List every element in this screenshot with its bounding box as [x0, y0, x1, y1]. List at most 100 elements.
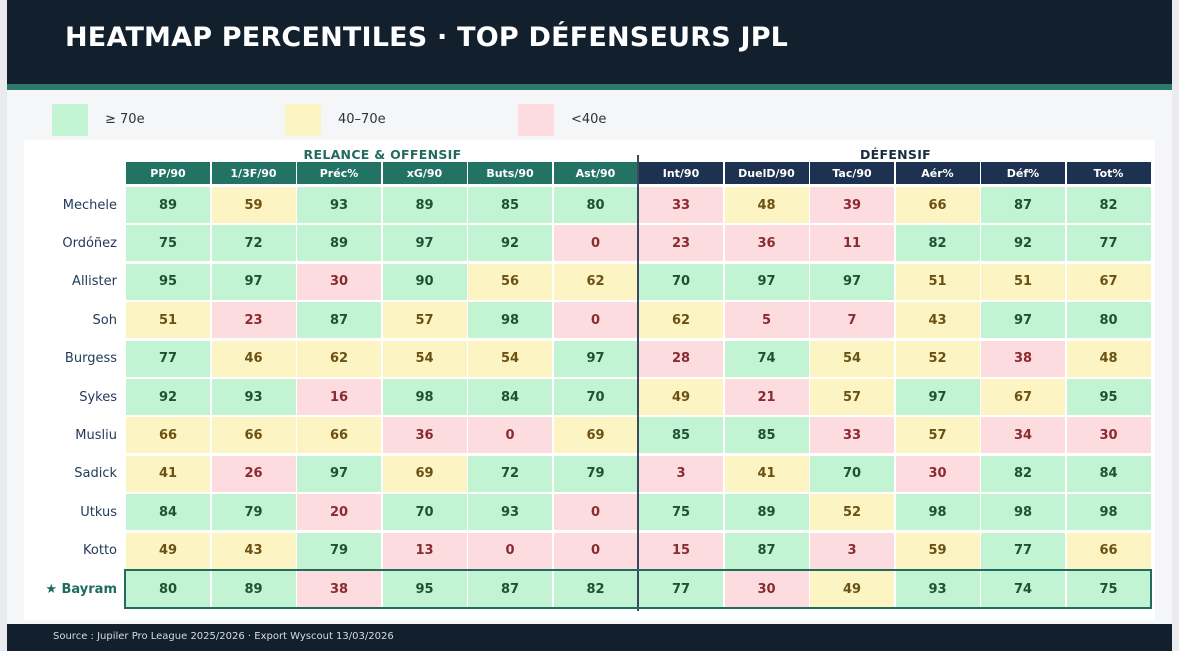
legend-label-mid: 40–70e: [338, 112, 386, 127]
row-label-bayram: ★ Bayram: [45, 581, 117, 597]
heatmap-cell: 92: [981, 225, 1065, 262]
legend: ≥ 70e 40–70e <40e: [7, 100, 1172, 140]
heatmap-cell: 62: [297, 340, 381, 377]
legend-label-low: <40e: [571, 112, 607, 127]
column-header-xg-90: xG/90: [382, 162, 467, 184]
heatmap-cell: 49: [810, 571, 894, 607]
heatmap-cell: 15: [639, 532, 723, 569]
heatmap-cell: 80: [126, 571, 210, 607]
heatmap-cell: 30: [297, 263, 381, 300]
row-label-mechele: Mechele: [62, 197, 117, 213]
heatmap-grid: RELANCE & OFFENSIF DÉFENSIF PP/90 1/3F/90 Pr…: [24, 140, 1155, 620]
heatmap-cell: 36: [724, 225, 809, 262]
heatmap-cell: 97: [297, 455, 381, 492]
heatmap-cell: 87: [724, 532, 809, 569]
row-label-burgess: Burgess: [64, 351, 117, 367]
heatmap-cell: 54: [382, 340, 467, 377]
heatmap-cell: 95: [126, 263, 210, 300]
heatmap-cell: 38: [297, 571, 381, 607]
heatmap-cell: 62: [639, 302, 723, 339]
heatmap-cell: 87: [297, 302, 381, 339]
heatmap-cell: 0: [553, 494, 638, 531]
heatmap-cell: 89: [211, 571, 296, 607]
heatmap-cell: 66: [297, 417, 381, 454]
heatmap-cell: 41: [126, 455, 210, 492]
heatmap-cell: 93: [211, 379, 296, 415]
heatmap-cell: 79: [553, 455, 638, 492]
heatmap-cell: 30: [895, 455, 980, 492]
heatmap-cell: 93: [468, 494, 552, 531]
group-label-relance-offensif: RELANCE & OFFENSIF: [303, 147, 462, 162]
heatmap-cell: 98: [981, 494, 1065, 531]
heatmap-cell: 67: [981, 379, 1065, 415]
heatmap-cell: 97: [724, 263, 809, 300]
heatmap-cell: 79: [211, 494, 296, 531]
heatmap-cell: 75: [1066, 571, 1151, 607]
row-label-sadick: Sadick: [74, 466, 117, 482]
heatmap-cell: 52: [895, 340, 980, 377]
heatmap-cell: 59: [211, 187, 296, 223]
heatmap-cell: 97: [895, 379, 980, 415]
heatmap-cell: 92: [126, 379, 210, 415]
heatmap-cell: 57: [895, 417, 980, 454]
heatmap-cell: 30: [724, 571, 809, 607]
heatmap-cell: 69: [382, 455, 467, 492]
heatmap-cell: 34: [981, 417, 1065, 454]
row-label-utkus: Utkus: [80, 504, 117, 520]
heatmap-cell: 20: [297, 494, 381, 531]
heatmap-cell: 69: [553, 417, 638, 454]
heatmap-cell: 98: [382, 379, 467, 415]
row-label-sykes: Sykes: [79, 389, 117, 405]
heatmap-cell: 16: [297, 379, 381, 415]
heatmap-cell: 57: [810, 379, 894, 415]
heatmap-cell: 97: [553, 340, 638, 377]
column-header-pp-90: PP/90: [126, 162, 210, 184]
heatmap-cell: 39: [810, 187, 894, 223]
heatmap-cell: 3: [810, 532, 894, 569]
heatmap-cell: 89: [126, 187, 210, 223]
heatmap-cell: 54: [468, 340, 552, 377]
column-header-buts-90: Buts/90: [468, 162, 552, 184]
heatmap-cell: 70: [810, 455, 894, 492]
heatmap-cell: 72: [468, 455, 552, 492]
heatmap-cell: 54: [810, 340, 894, 377]
heatmap-cell: 57: [382, 302, 467, 339]
heatmap-cell: 85: [468, 187, 552, 223]
heatmap-cell: 26: [211, 455, 296, 492]
heatmap-cell: 82: [553, 571, 638, 607]
heatmap-cell: 0: [468, 532, 552, 569]
heatmap-cell: 98: [1066, 494, 1151, 531]
row-label-musliu: Musliu: [75, 427, 117, 443]
heatmap-cell: 7: [810, 302, 894, 339]
heatmap-cell: 66: [126, 417, 210, 454]
heatmap-cell: 49: [126, 532, 210, 569]
heatmap-cell: 85: [639, 417, 723, 454]
heatmap-cell: 97: [382, 225, 467, 262]
heatmap-cell: 92: [468, 225, 552, 262]
heatmap-cell: 23: [639, 225, 723, 262]
heatmap-cell: 89: [382, 187, 467, 223]
heatmap-cell: 52: [810, 494, 894, 531]
heatmap-cell: 97: [981, 302, 1065, 339]
heatmap-cell: 84: [468, 379, 552, 415]
heatmap-cell: 77: [126, 340, 210, 377]
heatmap-cell: 98: [468, 302, 552, 339]
column-header-dueld-90: DuelD/90: [724, 162, 809, 184]
heatmap-cell: 0: [553, 532, 638, 569]
heatmap-cell: 95: [1066, 379, 1151, 415]
heatmap-cell: 89: [724, 494, 809, 531]
row-label-ordonez: Ordóñez: [62, 235, 117, 251]
heatmap-cell: 70: [382, 494, 467, 531]
heatmap-slide: HEATMAP PERCENTILES · TOP DÉFENSEURS JPL…: [7, 0, 1172, 651]
heatmap-cell: 97: [810, 263, 894, 300]
heatmap-cell: 90: [382, 263, 467, 300]
heatmap-cell: 70: [553, 379, 638, 415]
heatmap-cell: 33: [639, 187, 723, 223]
heatmap-cell: 77: [981, 532, 1065, 569]
heatmap-cell: 48: [724, 187, 809, 223]
heatmap-cell: 46: [211, 340, 296, 377]
heatmap-cell: 93: [895, 571, 980, 607]
column-header-tot: Tot%: [1066, 162, 1151, 184]
legend-swatch-mid: [285, 104, 321, 136]
group-divider: [637, 155, 639, 611]
